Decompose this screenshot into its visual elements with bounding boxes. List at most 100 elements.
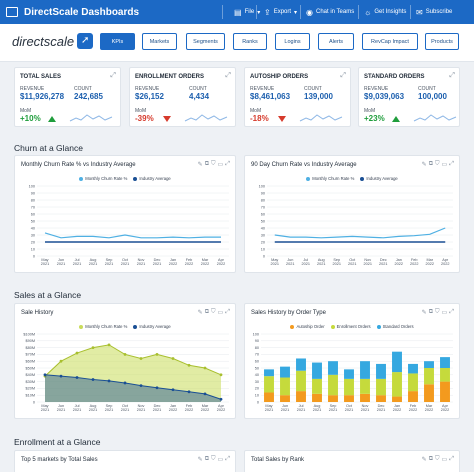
- tab-alerts[interactable]: Alerts: [318, 33, 354, 50]
- bar-segment: [360, 361, 370, 379]
- y-tick-label: 20: [255, 387, 259, 391]
- kpi-title: ENROLLMENT ORDERS: [135, 74, 204, 80]
- filter-icon[interactable]: ⛉: [435, 309, 440, 315]
- edit-icon[interactable]: ✎: [197, 310, 203, 316]
- edit-icon[interactable]: ✎: [197, 162, 203, 168]
- kpi-title: STANDARD ORDERS: [364, 74, 425, 80]
- y-tick-label: $10M: [26, 394, 36, 398]
- mom-label: MoM: [135, 108, 147, 114]
- kpi-title: TOTAL SALES: [20, 74, 62, 80]
- tab-ranks[interactable]: Ranks: [233, 33, 267, 50]
- x-tick-label: May: [41, 404, 48, 408]
- sales-by-order-type-bar-chart: 1009080706050403020100May2021Jun2021Jul2…: [253, 332, 453, 412]
- bar-segment: [264, 392, 274, 402]
- copy-icon[interactable]: ⧉: [428, 309, 433, 315]
- export-menu-label: Export: [273, 9, 292, 15]
- chart-title: Sale History: [21, 310, 54, 316]
- tab-logins[interactable]: Logins: [275, 33, 310, 50]
- file-menu[interactable]: ▤ File ▾: [234, 0, 260, 24]
- count-value: 4,434: [189, 92, 210, 101]
- bar-segment: [440, 381, 450, 402]
- kpi-title: AUTOSHIP ORDERS: [250, 74, 309, 80]
- chart-toolbar: ✎ ⧉ ⛉ ▭ ⤢: [198, 161, 230, 168]
- edit-icon[interactable]: ✎: [421, 162, 427, 168]
- x-tick-label: Nov: [138, 404, 145, 408]
- x-tick-label: Jan: [170, 404, 176, 408]
- churn-rate-chart-card: Monthly Churn Rate % vs Industry Average…: [14, 155, 236, 273]
- insights-icon: ☼: [364, 7, 372, 17]
- x-tick-label: 2022: [409, 408, 417, 412]
- series-line: [44, 232, 221, 239]
- x-tick-label: Apr: [218, 404, 225, 408]
- x-tick-label: Feb: [186, 404, 193, 408]
- mom-value: +10%: [20, 114, 41, 123]
- chart-title: Monthly Churn Rate % vs Industry Average: [21, 162, 136, 168]
- legend-label: Monthly Churn Rate %: [312, 176, 355, 181]
- edit-icon[interactable]: ✎: [421, 457, 427, 463]
- expand-icon[interactable]: ⤢: [449, 72, 455, 79]
- filter-icon[interactable]: ⛉: [211, 161, 216, 167]
- filter-icon[interactable]: ⛉: [435, 456, 440, 462]
- sparkline: [413, 114, 457, 122]
- bar-segment: [376, 395, 386, 402]
- expand-icon[interactable]: ⤢: [449, 161, 454, 167]
- expand-icon[interactable]: ⤢: [449, 309, 454, 315]
- tab-products[interactable]: Products: [425, 33, 459, 50]
- filter-icon[interactable]: ⛉: [435, 161, 440, 167]
- tab-kpis[interactable]: KPIs: [100, 33, 135, 50]
- x-tick-label: Jan: [394, 404, 400, 408]
- x-tick-label: 2021: [73, 408, 81, 412]
- chart-toolbar: ✎ ⧉ ⛉ ▭ ⤢: [422, 456, 454, 463]
- revenue-value: $26,152: [135, 92, 164, 101]
- x-tick-label: 2021: [379, 262, 387, 266]
- expand-icon[interactable]: ⤢: [225, 309, 230, 315]
- chart-legend: Monthly Churn Rate % Industry Average: [15, 176, 235, 181]
- get-insights-button[interactable]: ☼ Get Insights: [364, 0, 406, 24]
- comment-icon[interactable]: ▭: [441, 162, 448, 168]
- filter-icon[interactable]: ⛉: [211, 456, 216, 462]
- data-point: [171, 388, 175, 392]
- comment-icon[interactable]: ▭: [441, 310, 448, 316]
- expand-icon[interactable]: ⤢: [110, 72, 116, 79]
- arrow-up-icon: [392, 116, 400, 122]
- filter-icon[interactable]: ⛉: [211, 309, 216, 315]
- edit-icon[interactable]: ✎: [421, 310, 427, 316]
- legend-dot: [360, 176, 365, 181]
- x-tick-label: 2021: [329, 408, 337, 412]
- bar-segment: [424, 368, 434, 385]
- file-menu-label: File: [244, 9, 255, 15]
- data-point: [91, 346, 95, 349]
- edit-icon[interactable]: ✎: [197, 457, 203, 463]
- comment-icon[interactable]: ▭: [217, 310, 224, 316]
- y-tick-label: 40: [255, 373, 259, 377]
- y-tick-label: 100: [29, 184, 35, 188]
- copy-icon[interactable]: ⧉: [428, 456, 433, 462]
- chat-in-teams-button[interactable]: ◉ Chat in Teams: [306, 0, 354, 24]
- x-tick-label: 2022: [410, 262, 418, 266]
- export-menu[interactable]: ⇪ Export ▾: [264, 0, 297, 24]
- comment-icon[interactable]: ▭: [217, 162, 224, 168]
- bar-segment: [392, 351, 402, 373]
- y-tick-label: $90M: [26, 339, 36, 343]
- tab-segments[interactable]: Segments: [186, 33, 225, 50]
- subscribe-button[interactable]: ✉ Subscribe: [416, 0, 452, 24]
- comment-icon[interactable]: ▭: [217, 457, 224, 463]
- copy-icon[interactable]: ⧉: [204, 309, 209, 315]
- y-tick-label: 70: [261, 205, 265, 209]
- tab-revcap-impact[interactable]: RevCap Impact: [362, 33, 418, 50]
- expand-icon[interactable]: ⤢: [225, 456, 230, 462]
- expand-icon[interactable]: ⤢: [449, 456, 454, 462]
- expand-icon[interactable]: ⤢: [340, 72, 346, 79]
- y-tick-label: $100M: [23, 332, 35, 336]
- expand-icon[interactable]: ⤢: [225, 161, 230, 167]
- comment-icon[interactable]: ▭: [441, 457, 448, 463]
- copy-icon[interactable]: ⧉: [428, 161, 433, 167]
- x-tick-label: Aug: [90, 258, 97, 262]
- expand-icon[interactable]: ⤢: [225, 72, 231, 79]
- x-tick-label: 2021: [57, 262, 65, 266]
- chevron-down-icon: ▾: [294, 9, 298, 16]
- copy-icon[interactable]: ⧉: [204, 456, 209, 462]
- count-label: COUNT: [304, 86, 322, 92]
- copy-icon[interactable]: ⧉: [204, 161, 209, 167]
- tab-markets[interactable]: Markets: [142, 33, 177, 50]
